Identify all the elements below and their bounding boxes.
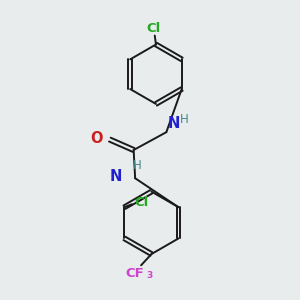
Text: Cl: Cl [146,22,161,35]
Text: H: H [133,159,142,172]
Text: O: O [90,130,102,146]
Text: N: N [168,116,180,131]
Text: CF: CF [126,266,145,280]
Text: H: H [180,112,188,126]
Text: N: N [110,169,122,184]
Text: 3: 3 [146,271,153,280]
Text: Cl: Cl [134,196,148,209]
